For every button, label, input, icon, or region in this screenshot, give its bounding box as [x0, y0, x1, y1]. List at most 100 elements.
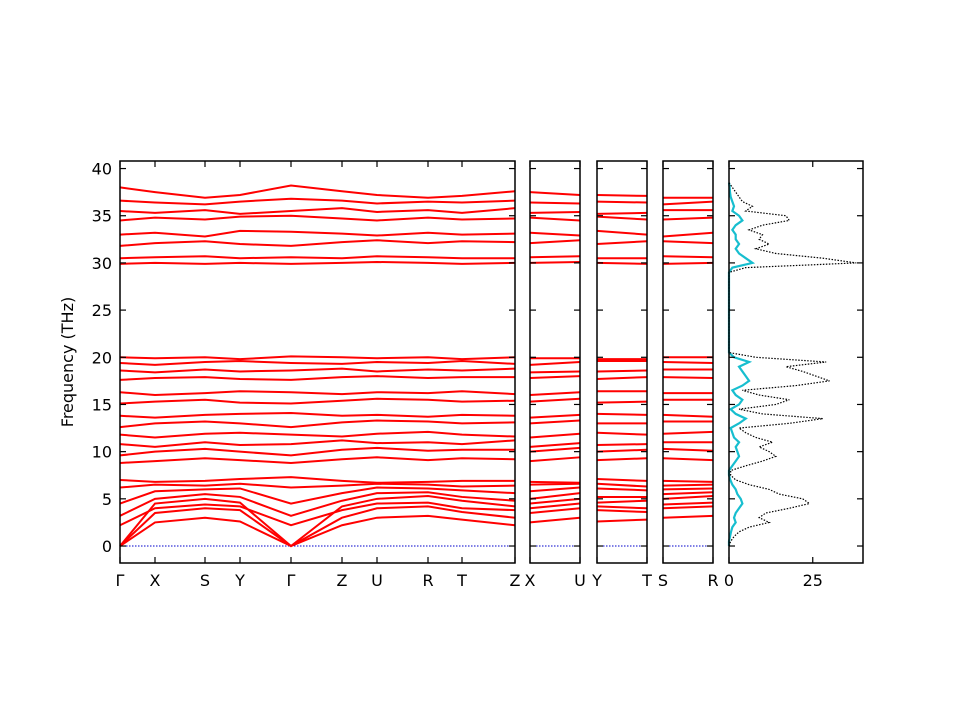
x-tick-label: U [574, 571, 586, 590]
band [529, 260, 581, 264]
x-tick-label: Γ [116, 571, 125, 590]
band [662, 240, 714, 245]
band [119, 207, 516, 215]
band [662, 487, 714, 491]
x-tick-label: 25 [803, 571, 823, 590]
panel-frame [662, 160, 714, 564]
band [529, 413, 581, 419]
band [596, 499, 648, 504]
band [529, 375, 581, 380]
x-tick-label: R [707, 571, 718, 590]
x-tick-label: U [371, 571, 383, 590]
band [596, 487, 648, 492]
y-tick-label: 35 [92, 207, 112, 226]
band [119, 501, 516, 527]
band [529, 255, 581, 259]
band [529, 216, 581, 222]
x-tick-label: T [641, 571, 652, 590]
band [529, 497, 581, 505]
band [596, 229, 648, 236]
band [529, 492, 581, 500]
band [662, 501, 714, 506]
band [596, 482, 648, 488]
y-tick-label: 30 [92, 254, 112, 273]
band [529, 239, 581, 245]
band [596, 448, 648, 453]
band [119, 397, 516, 405]
band [119, 375, 515, 381]
band [119, 476, 515, 484]
band [662, 413, 714, 418]
band [529, 507, 581, 514]
band [529, 432, 581, 439]
band [119, 456, 516, 464]
band [119, 390, 516, 397]
band [596, 400, 648, 404]
panel-frame [529, 160, 581, 564]
band [529, 480, 581, 484]
band [119, 197, 516, 206]
band [596, 369, 648, 373]
panel-frame [728, 160, 864, 564]
band [529, 391, 581, 397]
band [119, 184, 516, 199]
band [596, 518, 648, 523]
x-tick-label: Γ [287, 571, 296, 590]
band [119, 446, 515, 457]
band [662, 505, 714, 510]
band [662, 231, 714, 238]
band [662, 447, 714, 452]
panel-frame [596, 160, 648, 564]
y-tick-label: 0 [102, 537, 112, 556]
band [529, 370, 581, 374]
band [662, 514, 714, 519]
band [119, 419, 516, 429]
band [662, 361, 714, 364]
band [529, 482, 581, 486]
band [119, 486, 516, 505]
x-tick-label: S [200, 571, 210, 590]
band [662, 376, 714, 380]
x-tick-label: Z [510, 571, 521, 590]
band [596, 509, 648, 514]
y-tick-label: 20 [92, 348, 112, 367]
band [596, 457, 648, 462]
band [529, 486, 581, 493]
band [529, 442, 581, 448]
total-dos [728, 182, 857, 547]
band [596, 200, 648, 204]
band [596, 431, 648, 436]
band [596, 443, 648, 447]
band [529, 456, 581, 463]
band [662, 430, 714, 435]
x-tick-label: S [658, 571, 668, 590]
band [529, 231, 581, 237]
band [119, 439, 516, 448]
band [662, 216, 714, 221]
band [662, 479, 714, 483]
band [529, 397, 581, 403]
x-tick-label: Y [234, 571, 245, 590]
x-tick-label: 0 [724, 571, 734, 590]
band [662, 491, 714, 496]
band [119, 360, 516, 366]
band [529, 502, 581, 510]
y-tick-label: 5 [102, 490, 112, 509]
band [596, 215, 648, 221]
panel-frame [119, 160, 516, 564]
band [529, 361, 581, 366]
band [119, 491, 516, 517]
band [662, 495, 714, 500]
band [119, 505, 516, 548]
x-tick-label: Y [591, 571, 602, 590]
band [662, 255, 714, 259]
band [662, 261, 714, 265]
y-tick-label: 10 [92, 443, 112, 462]
x-tick-label: X [525, 571, 536, 590]
band [662, 457, 714, 462]
band [119, 260, 516, 265]
x-tick-label: X [150, 571, 161, 590]
band [119, 367, 516, 374]
band [119, 430, 516, 439]
